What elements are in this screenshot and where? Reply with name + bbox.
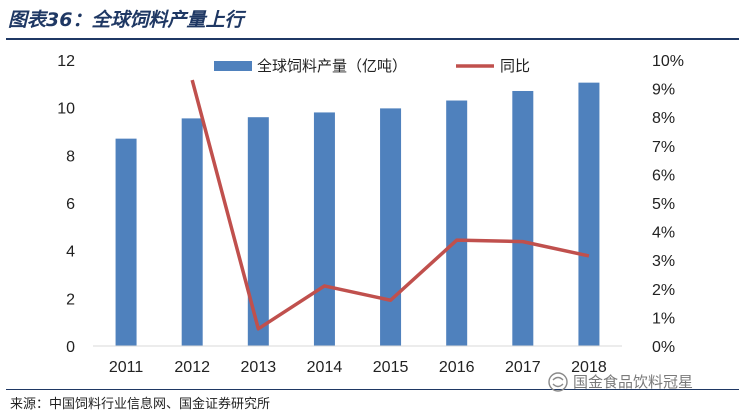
bar-2017	[512, 90, 534, 346]
left-tick-label: 0	[66, 339, 75, 356]
legend-label-bar: 全球饲料产量（亿吨）	[257, 57, 407, 75]
bar-2016	[446, 100, 468, 347]
bar-2015	[380, 108, 402, 346]
legend-swatch-bar	[214, 61, 252, 71]
left-tick-label: 2	[66, 291, 75, 308]
right-tick-label: 8%	[652, 110, 675, 127]
bar-2018	[578, 82, 600, 347]
left-tick-label: 6	[66, 196, 75, 213]
wechat-icon	[548, 371, 568, 392]
x-tick-label: 2014	[307, 359, 343, 376]
legend-label-line: 同比	[500, 57, 530, 75]
right-tick-label: 3%	[652, 253, 675, 270]
left-tick-label: 8	[66, 148, 75, 165]
x-tick-label: 2015	[373, 359, 409, 376]
x-tick-label: 2016	[439, 359, 475, 376]
right-tick-label: 4%	[652, 225, 675, 242]
bar-2012	[181, 118, 203, 347]
right-tick-label: 5%	[652, 196, 675, 213]
right-tick-label: 10%	[652, 53, 684, 70]
right-tick-label: 9%	[652, 82, 675, 99]
source-rule	[6, 389, 739, 390]
right-tick-label: 0%	[652, 339, 675, 356]
x-tick-label: 2012	[174, 359, 210, 376]
figure-title: 图表36：全球饲料产量上行	[8, 9, 244, 31]
left-tick-label: 10	[57, 101, 75, 118]
bar-2013	[247, 117, 269, 346]
combo-chart: 0 2 4 6 8 10 12 0% 1% 2% 3% 4% 5% 6% 7% 8% 9% 10% 2011 2012…	[57, 53, 684, 376]
x-tick-label: 2017	[505, 359, 541, 376]
watermark: 国金食品饮料冠星	[548, 371, 693, 392]
right-tick-label: 6%	[652, 167, 675, 184]
watermark-text: 国金食品饮料冠星	[573, 373, 694, 391]
right-tick-label: 2%	[652, 282, 675, 299]
source-note: 来源：中国饲料行业信息网、国金证券研究所	[10, 397, 271, 412]
bar-2011	[115, 138, 137, 346]
x-tick-label: 2018	[571, 359, 607, 376]
left-tick-label: 4	[66, 244, 75, 261]
right-tick-label: 7%	[652, 139, 675, 156]
left-tick-label: 12	[57, 53, 75, 70]
x-tick-label: 2011	[109, 359, 144, 376]
x-tick-label: 2013	[241, 359, 277, 376]
right-tick-label: 1%	[652, 310, 675, 327]
title-rule	[6, 38, 739, 40]
bar-2014	[313, 112, 335, 346]
